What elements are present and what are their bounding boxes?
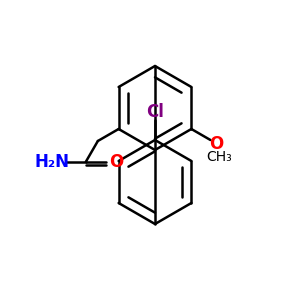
Text: H₂N: H₂N (34, 153, 69, 171)
Text: O: O (109, 153, 123, 171)
Text: Cl: Cl (146, 103, 164, 121)
Text: CH₃: CH₃ (207, 149, 232, 164)
Text: O: O (209, 134, 224, 152)
